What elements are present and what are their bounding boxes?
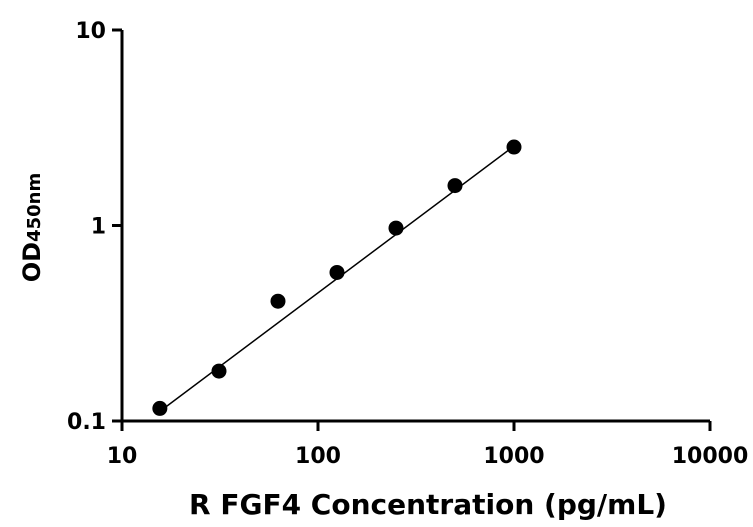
y-axis-title: OD450nm <box>18 173 46 282</box>
data-point <box>211 363 227 379</box>
data-point <box>329 264 345 280</box>
data-points <box>152 139 522 416</box>
y-axis-title-main: OD <box>18 242 46 282</box>
y-tick-label: 0.1 <box>67 410 106 435</box>
data-point <box>447 178 463 194</box>
data-point <box>388 220 404 236</box>
x-tick-label: 10000 <box>672 444 749 469</box>
y-tick-label: 10 <box>75 19 106 44</box>
x-axis-title: R FGF4 Concentration (pg/mL) <box>189 488 667 521</box>
data-point <box>152 400 168 416</box>
x-tick-label: 100 <box>295 444 341 469</box>
x-ticks: 10 100 1000 10000 <box>107 421 749 469</box>
axes <box>120 30 710 423</box>
y-axis-title-subscript: 450nm <box>24 173 45 242</box>
y-tick-label: 1 <box>91 215 106 240</box>
y-ticks: 0.1 1 10 <box>67 19 122 435</box>
x-tick-label: 10 <box>107 444 138 469</box>
x-tick-label: 1000 <box>483 444 544 469</box>
data-point <box>270 293 286 309</box>
data-point <box>506 139 522 155</box>
